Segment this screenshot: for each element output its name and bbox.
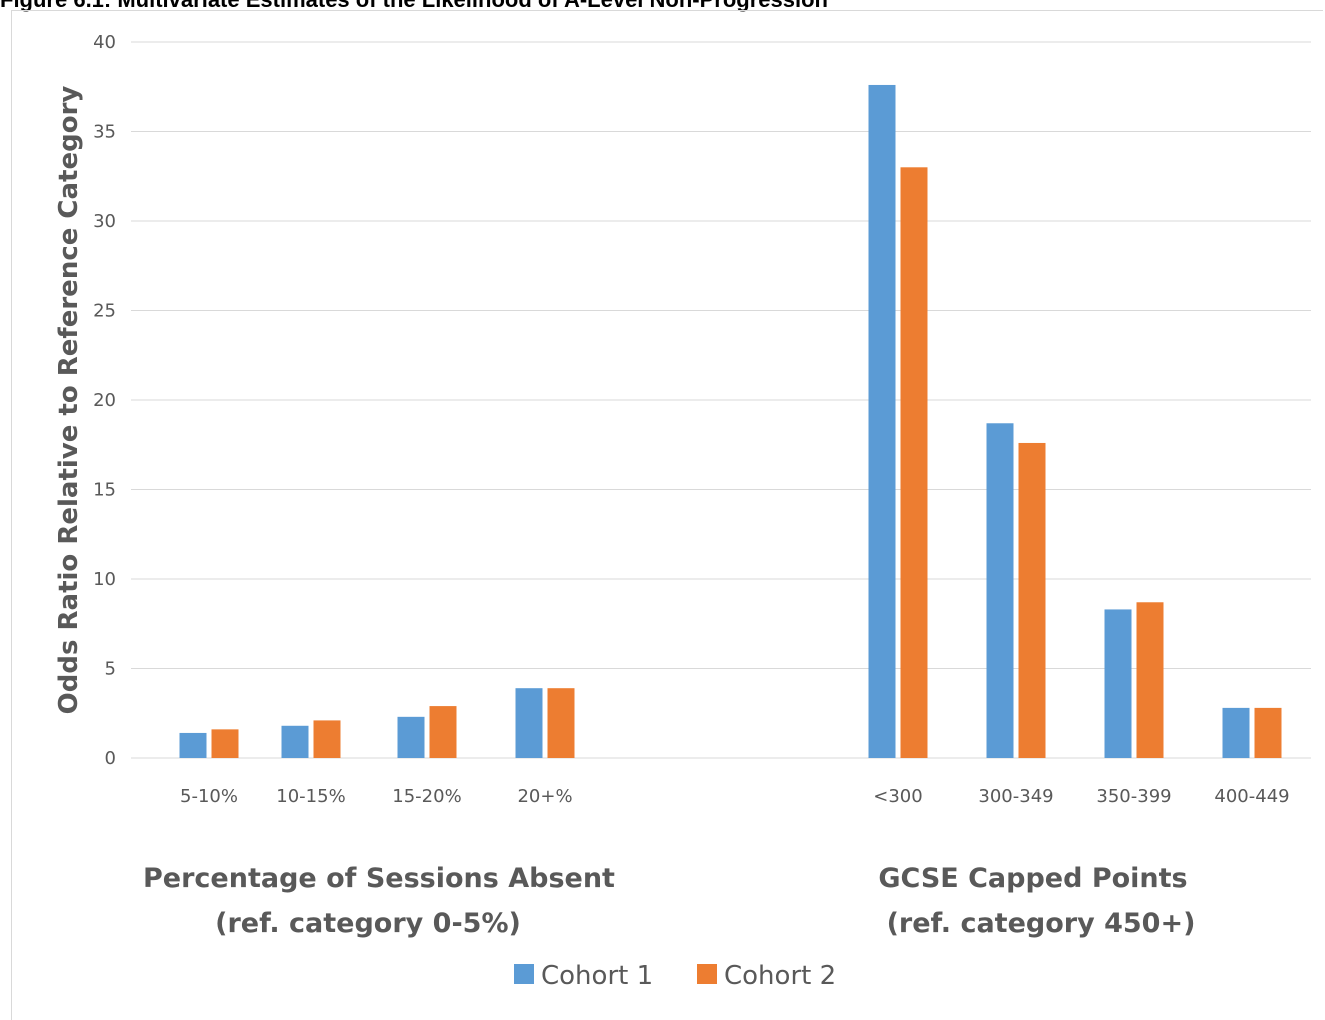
bar-cohort-2-6 (1136, 602, 1164, 758)
bar-cohort-2-2 (429, 706, 457, 758)
y-tick-label: 0 (105, 748, 116, 769)
group-label-line-1: Percentage of Sessions Absent (143, 863, 615, 894)
category-label: <300 (873, 786, 922, 807)
group-label-line-2: (ref. category 0-5%) (215, 908, 521, 939)
grid-layer (131, 41, 1311, 759)
bar-cohort-2-4 (900, 167, 928, 759)
bar-cohort-1-7 (1222, 707, 1250, 758)
bar-cohort-2-5 (1018, 442, 1046, 758)
category-label: 20+% (517, 786, 572, 807)
legend-label-cohort-1: Cohort 1 (541, 961, 653, 991)
category-label: 400-449 (1214, 786, 1289, 807)
category-label: 15-20% (392, 786, 461, 807)
y-tick-label: 40 (93, 32, 116, 53)
group-labels: Percentage of Sessions Absent (ref. categ… (143, 863, 1195, 939)
bar-cohort-1-2 (397, 716, 425, 758)
legend-swatch-cohort-2 (697, 964, 717, 984)
figure-title: Figure 6.1: Multivariate Estimates of th… (0, 0, 828, 12)
group-label-line-2: (ref. category 450+) (887, 908, 1196, 939)
legend: Cohort 1 Cohort 2 (514, 961, 836, 991)
bars (179, 84, 1282, 759)
chart-frame: 0 5 10 15 20 25 30 35 40 5-10% 10-15% 15-20% 20+% <3… (11, 10, 1323, 1020)
bar-chart: 0 5 10 15 20 25 30 35 40 5-10% 10-15% 15-20% 20+% <3… (54, 32, 1311, 991)
legend-swatch-cohort-1 (514, 964, 534, 984)
bar-cohort-1-3 (515, 688, 543, 758)
y-tick-label: 15 (93, 480, 116, 501)
category-labels: 5-10% 10-15% 15-20% 20+% <300 300-349 350-399 4… (180, 786, 1290, 807)
bar-cohort-1-4 (868, 84, 896, 758)
bar-cohort-2-1 (313, 720, 341, 758)
y-tick-labels: 0 5 10 15 20 25 30 35 40 (93, 32, 116, 769)
group-label-line-1: GCSE Capped Points (878, 863, 1187, 894)
bar-cohort-1-6 (1104, 609, 1132, 758)
bar-cohort-2-7 (1254, 707, 1282, 758)
bar-cohort-2-3 (547, 688, 575, 758)
bar-cohort-2-0 (211, 729, 239, 758)
category-label: 350-399 (1096, 786, 1171, 807)
bar-cohort-1-0 (179, 732, 207, 758)
category-label: 5-10% (180, 786, 238, 807)
category-label: 300-349 (978, 786, 1053, 807)
legend-label-cohort-2: Cohort 2 (724, 961, 836, 991)
y-tick-label: 30 (93, 211, 116, 232)
y-tick-label: 10 (93, 569, 116, 590)
y-axis-label: Odds Ratio Relative to Reference Categor… (54, 86, 84, 715)
y-tick-label: 5 (105, 659, 116, 680)
y-tick-label: 35 (93, 122, 116, 143)
y-tick-label: 25 (93, 301, 116, 322)
category-label: 10-15% (276, 786, 345, 807)
bar-cohort-1-5 (986, 423, 1014, 758)
y-tick-label: 20 (93, 390, 116, 411)
bar-cohort-1-1 (281, 725, 309, 758)
